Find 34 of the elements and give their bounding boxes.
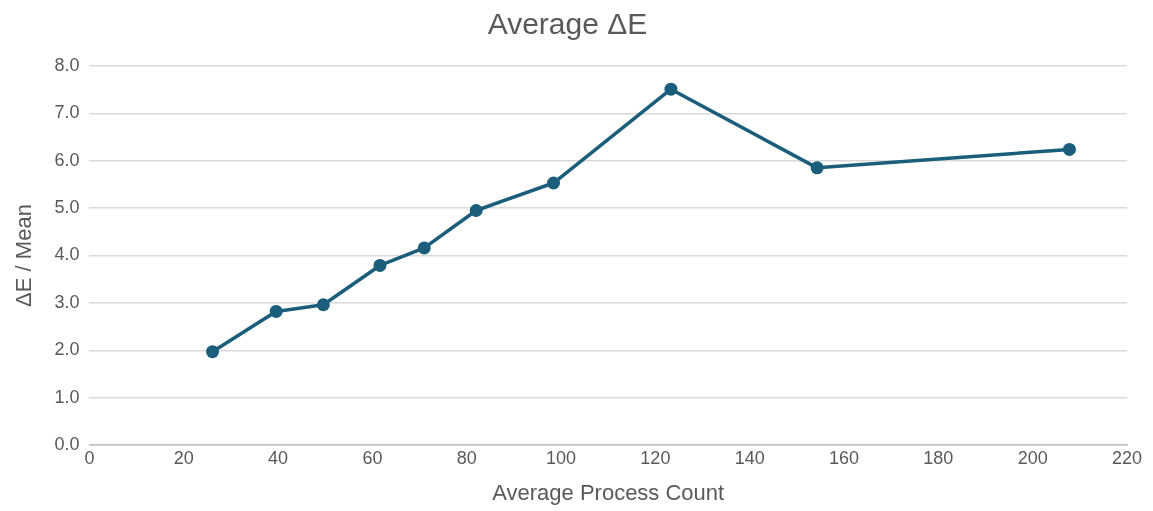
point bbox=[547, 176, 560, 190]
y-tick-label: 6.0 bbox=[54, 149, 80, 170]
x-tick-label: 100 bbox=[546, 447, 577, 468]
y-tick-label: 3.0 bbox=[54, 291, 80, 312]
x-tick-label: 60 bbox=[362, 447, 383, 468]
y-tick-label: 4.0 bbox=[54, 244, 80, 265]
point bbox=[269, 304, 283, 318]
y-tick-label: 1.0 bbox=[54, 386, 80, 407]
y-tick-label: 2.0 bbox=[54, 339, 80, 360]
y-tick-label: 5.0 bbox=[54, 197, 80, 218]
point bbox=[417, 241, 431, 255]
x-tick-label: 20 bbox=[173, 447, 194, 468]
x-tick-label: 0 bbox=[84, 447, 95, 468]
point bbox=[316, 298, 330, 312]
x-tick-label: 220 bbox=[1111, 447, 1143, 468]
x-tick-label: 180 bbox=[923, 447, 954, 468]
chart-title: Average ΔE bbox=[487, 7, 648, 41]
point bbox=[1062, 142, 1076, 156]
x-tick-label: 140 bbox=[734, 447, 765, 468]
x-tick-label: 80 bbox=[456, 447, 477, 468]
y-axis-title: ΔE / Mean bbox=[11, 204, 37, 307]
point bbox=[373, 258, 387, 272]
point bbox=[206, 345, 220, 359]
x-tick-label: 120 bbox=[640, 447, 671, 468]
y-tick-label: 8.0 bbox=[54, 54, 80, 75]
x-tick-label: 160 bbox=[829, 447, 860, 468]
x-tick-label: 40 bbox=[268, 447, 289, 468]
point bbox=[469, 203, 483, 217]
y-tick-label: 0.0 bbox=[54, 433, 80, 454]
x-tick-label: 200 bbox=[1017, 447, 1048, 468]
point bbox=[664, 82, 678, 96]
x-axis-title: Average Process Count bbox=[492, 479, 725, 505]
point bbox=[810, 161, 824, 175]
y-tick-label: 7.0 bbox=[54, 102, 80, 123]
